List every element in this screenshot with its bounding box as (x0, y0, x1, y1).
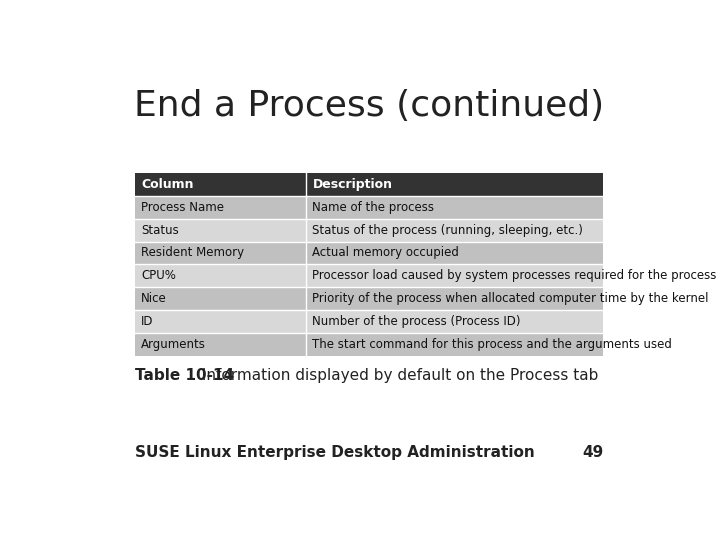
Text: Process Name: Process Name (141, 201, 225, 214)
Text: SUSE Linux Enterprise Desktop Administration: SUSE Linux Enterprise Desktop Administra… (135, 445, 534, 460)
Bar (135, 333, 306, 356)
Text: The start command for this process and the arguments used: The start command for this process and t… (312, 338, 672, 351)
Bar (306, 333, 603, 356)
Text: Table 10-14: Table 10-14 (135, 368, 234, 383)
Text: Arguments: Arguments (141, 338, 206, 351)
Text: Description: Description (312, 178, 392, 191)
Bar (135, 241, 306, 265)
Text: 49: 49 (582, 445, 603, 460)
Text: ID: ID (141, 315, 154, 328)
Bar (135, 310, 306, 333)
Bar (306, 265, 603, 287)
Text: Priority of the process when allocated computer time by the kernel: Priority of the process when allocated c… (312, 292, 709, 305)
Text: Processor load caused by system processes required for the process: Processor load caused by system processe… (312, 269, 717, 282)
Bar (306, 219, 603, 241)
Bar (306, 310, 603, 333)
Bar (135, 265, 306, 287)
Bar (306, 196, 603, 219)
Text: Status: Status (141, 224, 179, 237)
Text: CPU%: CPU% (141, 269, 176, 282)
Text: Name of the process: Name of the process (312, 201, 434, 214)
Text: Number of the process (Process ID): Number of the process (Process ID) (312, 315, 521, 328)
Bar (135, 196, 306, 219)
Bar (306, 241, 603, 265)
Bar (306, 173, 603, 196)
Text: Status of the process (running, sleeping, etc.): Status of the process (running, sleeping… (312, 224, 583, 237)
Text: Information displayed by default on the Process tab: Information displayed by default on the … (197, 368, 598, 383)
Bar (135, 219, 306, 241)
Text: End a Process (continued): End a Process (continued) (134, 90, 604, 123)
Bar (135, 287, 306, 310)
Text: Column: Column (141, 178, 194, 191)
Text: Nice: Nice (141, 292, 167, 305)
Text: Actual memory occupied: Actual memory occupied (312, 246, 459, 259)
Text: Resident Memory: Resident Memory (141, 246, 245, 259)
Bar (135, 173, 306, 196)
Bar (306, 287, 603, 310)
